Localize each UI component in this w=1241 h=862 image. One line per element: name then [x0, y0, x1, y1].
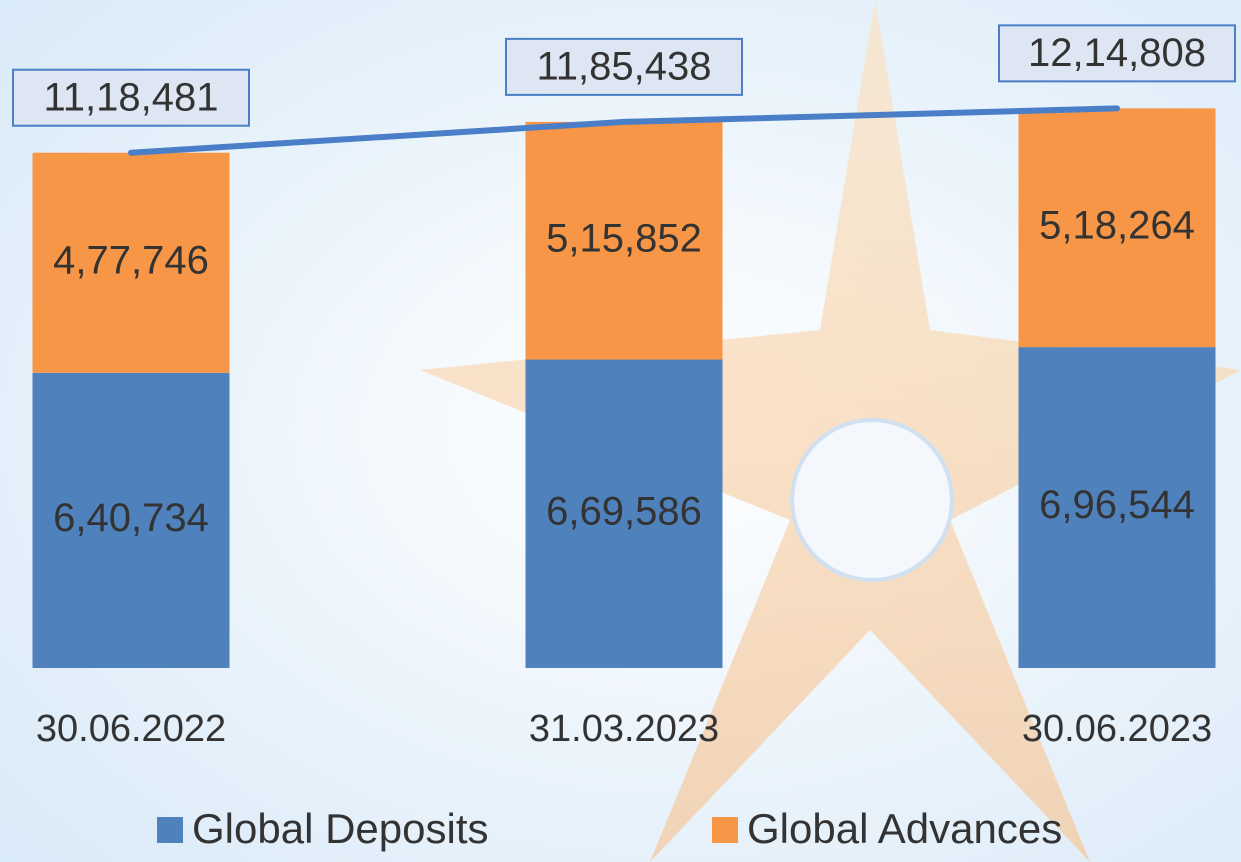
bar-segment	[525, 359, 723, 668]
data-label: 11,18,481	[44, 75, 219, 119]
data-label-box	[505, 37, 743, 96]
data-label: 6,69,586	[546, 489, 702, 533]
data-label: 6,96,544	[1039, 483, 1195, 527]
legend-label: Global Deposits	[192, 805, 488, 852]
bar-segment	[525, 121, 723, 360]
legend-label: Global Advances	[747, 805, 1062, 852]
bar-segment	[1018, 347, 1216, 668]
watermark-emblem	[790, 418, 954, 582]
data-label-box	[998, 24, 1236, 83]
bar-segment	[32, 372, 230, 668]
x-tick-label: 30.06.2022	[36, 708, 226, 750]
total-line	[128, 105, 1120, 156]
data-label: 6,40,734	[53, 496, 209, 540]
legend-marker	[712, 817, 738, 843]
bar-segment	[1018, 108, 1216, 348]
x-tick-label: 30.06.2023	[1022, 708, 1212, 750]
data-label: 5,15,852	[546, 216, 702, 260]
bar-segment	[32, 152, 230, 373]
legend-marker	[157, 817, 183, 843]
data-label: 4,77,746	[53, 238, 209, 282]
data-label: 11,85,438	[537, 44, 712, 88]
data-label: 12,14,808	[1028, 31, 1206, 75]
data-label: 5,18,264	[1039, 203, 1195, 247]
x-tick-label: 31.03.2023	[529, 708, 719, 750]
data-label-box	[12, 68, 250, 127]
